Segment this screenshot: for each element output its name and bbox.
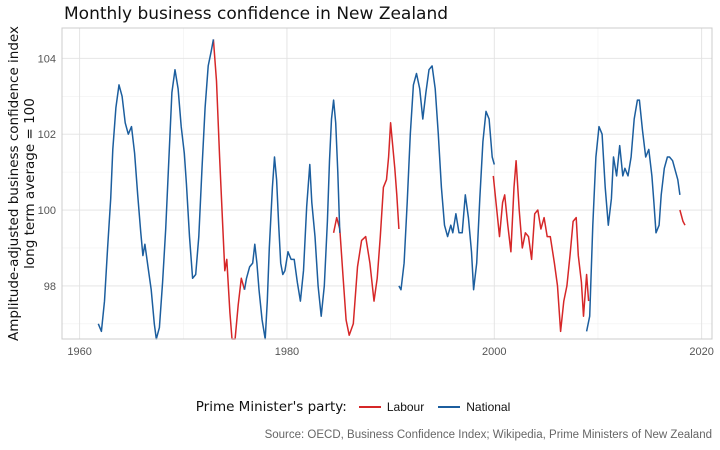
chart-title: Monthly business confidence in New Zeala…: [64, 4, 449, 24]
series-line-national: [398, 65, 496, 291]
y-tick-label: 104: [38, 53, 56, 65]
series-layer: [97, 39, 686, 340]
panel-border: [61, 27, 713, 340]
x-tick-label: 1960: [67, 346, 91, 358]
series-line-labour: [332, 122, 400, 336]
series-line-national: [585, 99, 681, 332]
y-axis-title-line-2: long term average = 100: [22, 98, 38, 269]
legend-item-labour: Labour: [358, 400, 425, 414]
y-tick-label: 98: [44, 281, 56, 293]
legend-key-labour: [358, 406, 381, 408]
series-line-labour: [212, 39, 246, 340]
y-tick-label: 102: [38, 129, 56, 141]
series-line-national: [243, 99, 341, 340]
series-line-labour: [679, 209, 686, 226]
legend-label-national: National: [466, 400, 511, 414]
chart-caption: Source: OECD, Business Confidence Index;…: [264, 429, 712, 441]
series-line-labour: [492, 159, 590, 333]
legend-key-national: [438, 406, 461, 408]
x-tick-label: 2000: [482, 346, 506, 358]
legend-label-labour: Labour: [386, 400, 425, 414]
legend-title: Prime Minister's party:: [195, 399, 347, 415]
y-tick-label: 100: [38, 205, 56, 217]
x-tick-label: 2020: [689, 346, 713, 358]
y-axis-title-line-1: Amplitude-adjusted business confidence i…: [6, 26, 22, 341]
tick-layer: 1960 1980 2000 2020 98 100 102 104: [38, 53, 714, 358]
legend: Prime Minister's party: Labour National: [0, 399, 720, 415]
series-line-national: [97, 39, 215, 340]
legend-item-national: National: [438, 400, 510, 414]
x-tick-label: 1980: [275, 346, 299, 358]
grid-layer: [62, 28, 712, 339]
